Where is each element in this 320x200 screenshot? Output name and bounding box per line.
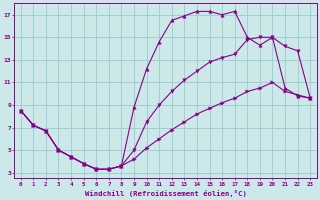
X-axis label: Windchill (Refroidissement éolien,°C): Windchill (Refroidissement éolien,°C) <box>84 190 246 197</box>
